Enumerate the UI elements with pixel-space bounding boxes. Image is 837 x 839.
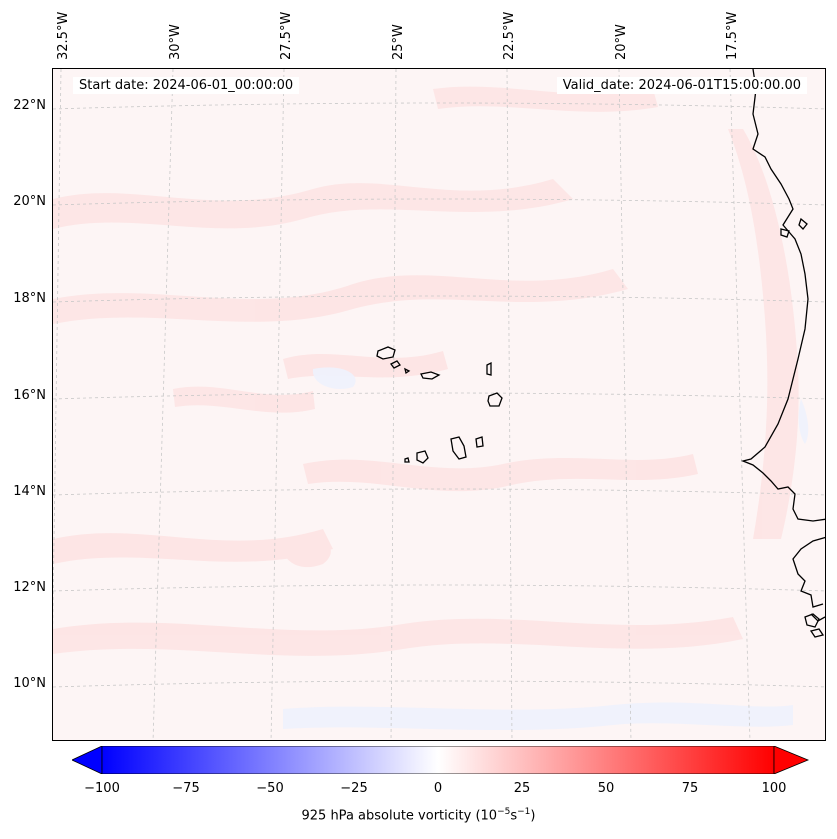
lon-label-22-5w: 22.5°W [502,11,517,60]
island-sao-nicolau [420,371,441,380]
coastline-mauritania-senegal [740,69,825,522]
lon-label-32-5w: 32.5°W [56,11,71,60]
map-panel[interactable]: Start date: 2024-06-01_00:00:00 Valid_da… [52,68,826,741]
colorbar-max-extend [773,746,810,774]
vorticity-field-map [53,69,825,740]
lat-label-12n: 12°N [13,580,46,595]
graticule [53,69,825,740]
bijagos-islands [804,613,820,628]
colorbar-tick-label: 100 [761,781,787,796]
colorbar-tick-label: −75 [172,781,200,796]
valid-date-label: Valid_date: 2024-06-01T15:00:00.00 [556,77,807,94]
island-santiago [450,436,467,460]
colorbar-tick-label: 75 [681,781,699,796]
positive-vorticity-shading [53,86,799,656]
lat-label-18n: 18°N [13,291,46,306]
island-brava [404,457,410,463]
colorbar-min-extend [72,746,103,774]
colorbar-tick-label: 50 [597,781,615,796]
lat-label-20n: 20°N [13,194,46,209]
island-maio [475,436,484,448]
negative-vorticity-shading [283,367,809,731]
colorbar-tick-label: 0 [433,781,443,796]
island-sal [486,361,492,376]
colorbar-tick-label: −100 [84,781,120,796]
colorbar-tick-label: 25 [513,781,531,796]
lat-label-16n: 16°N [13,388,46,403]
island-santo-antao [376,346,396,360]
colorbar [72,746,810,774]
cape-verde-islands [376,346,503,464]
lon-label-30w: 30°W [168,24,183,60]
lat-label-14n: 14°N [13,484,46,499]
lon-label-27-5w: 27.5°W [279,11,294,60]
island-santa-luzia [404,367,411,375]
colorbar-gradient [101,746,775,774]
lon-label-20w: 20°W [614,24,629,60]
west-africa-coastline [740,69,825,638]
colorbar-tick-label: −25 [340,781,368,796]
lon-label-25w: 25°W [391,24,406,60]
lat-label-10n: 10°N [13,676,46,691]
coastline-guinea-bissau [792,536,825,608]
island-fogo [416,450,429,464]
colorbar-label: 925 hPa absolute vorticity (10−5s−1) [301,807,536,824]
island-boa-vista [487,392,503,407]
island-sao-vicente [390,360,401,369]
lon-label-17-5w: 17.5°W [725,11,740,60]
lat-label-22n: 22°N [13,98,46,113]
start-date-label: Start date: 2024-06-01_00:00:00 [73,77,300,94]
colorbar-tick-label: −50 [256,781,284,796]
